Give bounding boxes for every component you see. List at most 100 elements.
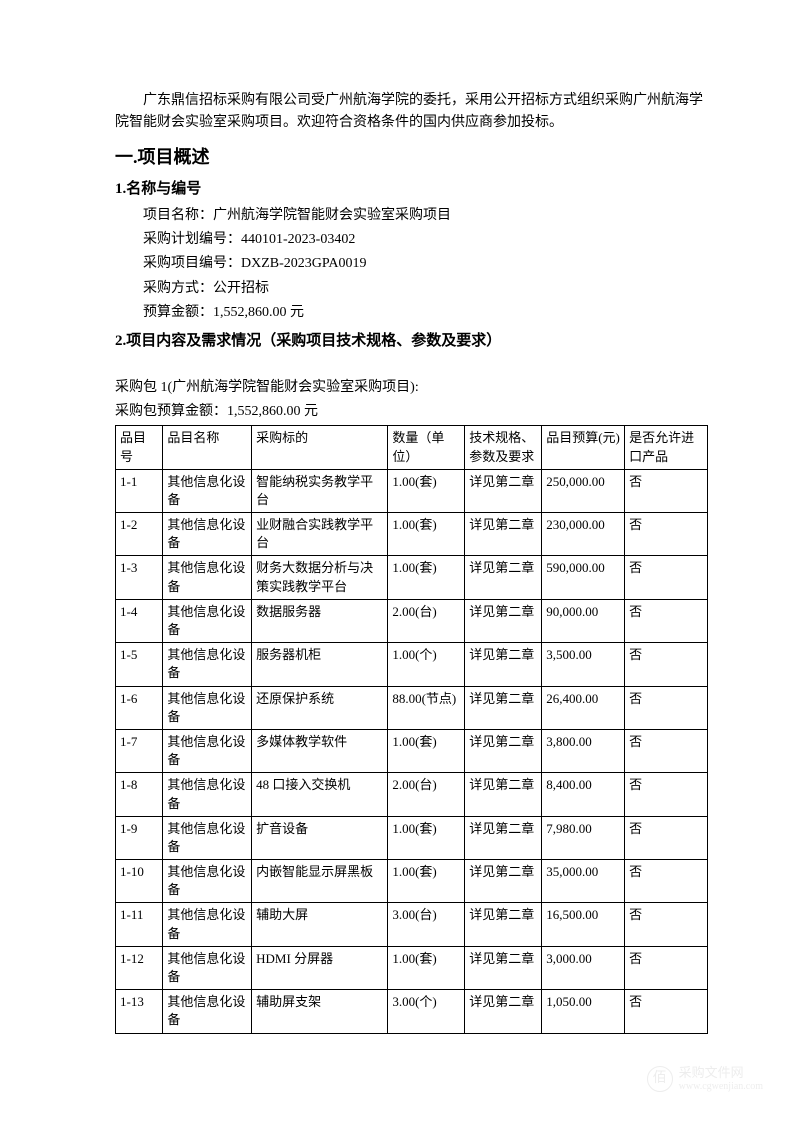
cell-spec: 详见第二章 — [465, 903, 542, 946]
cell-qty: 88.00(节点) — [388, 686, 465, 729]
cell-budget: 590,000.00 — [542, 556, 625, 599]
header-budget: 品目预算(元) — [542, 426, 625, 469]
cell-item: 财务大数据分析与决策实践教学平台 — [252, 556, 388, 599]
header-item-target: 采购标的 — [252, 426, 388, 469]
package-title: 采购包 1(广州航海学院智能财会实验室采购项目): — [115, 377, 708, 399]
cell-budget: 230,000.00 — [542, 513, 625, 556]
cell-no: 1-3 — [116, 556, 163, 599]
cell-budget: 3,500.00 — [542, 643, 625, 686]
section-overview-title: 一.项目概述 — [115, 143, 708, 172]
cell-spec: 详见第二章 — [465, 946, 542, 989]
cell-spec: 详见第二章 — [465, 773, 542, 816]
cell-budget: 3,000.00 — [542, 946, 625, 989]
cell-name: 其他信息化设备 — [163, 729, 252, 772]
cell-import: 否 — [625, 556, 708, 599]
cell-item: 还原保护系统 — [252, 686, 388, 729]
watermark-url: www.cgwenjian.com — [679, 1081, 763, 1092]
table-row: 1-10其他信息化设备内嵌智能显示屏黑板1.00(套)详见第二章35,000.0… — [116, 860, 708, 903]
cell-budget: 90,000.00 — [542, 599, 625, 642]
cell-qty: 1.00(套) — [388, 556, 465, 599]
cell-qty: 1.00(套) — [388, 860, 465, 903]
cell-no: 1-1 — [116, 469, 163, 512]
table-row: 1-6其他信息化设备还原保护系统88.00(节点)详见第二章26,400.00否 — [116, 686, 708, 729]
table-row: 1-2其他信息化设备业财融合实践教学平台1.00(套)详见第二章230,000.… — [116, 513, 708, 556]
cell-spec: 详见第二章 — [465, 729, 542, 772]
method-line: 采购方式：公开招标 — [115, 278, 708, 300]
cell-item: 数据服务器 — [252, 599, 388, 642]
budget-label: 预算金额： — [143, 305, 213, 320]
cell-budget: 26,400.00 — [542, 686, 625, 729]
project-code-line: 采购项目编号：DXZB-2023GPA0019 — [115, 253, 708, 275]
cell-no: 1-4 — [116, 599, 163, 642]
table-row: 1-8其他信息化设备48 口接入交换机2.00(台)详见第二章8,400.00否 — [116, 773, 708, 816]
header-item-name: 品目名称 — [163, 426, 252, 469]
watermark-icon: 佰 — [647, 1066, 673, 1092]
cell-import: 否 — [625, 469, 708, 512]
cell-spec: 详见第二章 — [465, 643, 542, 686]
cell-item: 服务器机柜 — [252, 643, 388, 686]
package-budget-value: 1,552,860.00 元 — [227, 404, 318, 419]
cell-item: 多媒体教学软件 — [252, 729, 388, 772]
cell-qty: 1.00(套) — [388, 513, 465, 556]
cell-import: 否 — [625, 729, 708, 772]
cell-no: 1-2 — [116, 513, 163, 556]
project-code-label: 采购项目编号： — [143, 256, 241, 271]
cell-item: 智能纳税实务教学平台 — [252, 469, 388, 512]
budget-line: 预算金额：1,552,860.00 元 — [115, 302, 708, 324]
cell-budget: 3,800.00 — [542, 729, 625, 772]
cell-no: 1-12 — [116, 946, 163, 989]
method-value: 公开招标 — [213, 281, 269, 296]
table-row: 1-4其他信息化设备数据服务器2.00(台)详见第二章90,000.00否 — [116, 599, 708, 642]
cell-name: 其他信息化设备 — [163, 773, 252, 816]
project-name-label: 项目名称： — [143, 208, 213, 223]
cell-no: 1-9 — [116, 816, 163, 859]
table-row: 1-3其他信息化设备财务大数据分析与决策实践教学平台1.00(套)详见第二章59… — [116, 556, 708, 599]
cell-qty: 3.00(台) — [388, 903, 465, 946]
cell-spec: 详见第二章 — [465, 686, 542, 729]
cell-spec: 详见第二章 — [465, 860, 542, 903]
project-name-line: 项目名称：广州航海学院智能财会实验室采购项目 — [115, 205, 708, 227]
table-row: 1-9其他信息化设备扩音设备1.00(套)详见第二章7,980.00否 — [116, 816, 708, 859]
package-budget-line: 采购包预算金额：1,552,860.00 元 — [115, 401, 708, 423]
cell-name: 其他信息化设备 — [163, 990, 252, 1033]
cell-qty: 1.00(套) — [388, 946, 465, 989]
header-quantity: 数量（单位） — [388, 426, 465, 469]
plan-code-value: 440101-2023-03402 — [241, 232, 355, 247]
cell-qty: 1.00(套) — [388, 729, 465, 772]
table-header-row: 品目号 品目名称 采购标的 数量（单位） 技术规格、参数及要求 品目预算(元) … — [116, 426, 708, 469]
cell-name: 其他信息化设备 — [163, 599, 252, 642]
cell-item: 辅助屏支架 — [252, 990, 388, 1033]
cell-item: 扩音设备 — [252, 816, 388, 859]
cell-budget: 8,400.00 — [542, 773, 625, 816]
cell-qty: 2.00(台) — [388, 599, 465, 642]
cell-spec: 详见第二章 — [465, 556, 542, 599]
cell-qty: 1.00(套) — [388, 816, 465, 859]
cell-spec: 详见第二章 — [465, 990, 542, 1033]
cell-qty: 1.00(套) — [388, 469, 465, 512]
cell-spec: 详见第二章 — [465, 599, 542, 642]
plan-code-line: 采购计划编号：440101-2023-03402 — [115, 229, 708, 251]
cell-item: 辅助大屏 — [252, 903, 388, 946]
cell-no: 1-8 — [116, 773, 163, 816]
table-row: 1-5其他信息化设备服务器机柜1.00(个)详见第二章3,500.00否 — [116, 643, 708, 686]
cell-spec: 详见第二章 — [465, 469, 542, 512]
cell-name: 其他信息化设备 — [163, 816, 252, 859]
cell-spec: 详见第二章 — [465, 513, 542, 556]
table-row: 1-11其他信息化设备辅助大屏3.00(台)详见第二章16,500.00否 — [116, 903, 708, 946]
cell-budget: 35,000.00 — [542, 860, 625, 903]
cell-budget: 7,980.00 — [542, 816, 625, 859]
cell-budget: 16,500.00 — [542, 903, 625, 946]
cell-name: 其他信息化设备 — [163, 513, 252, 556]
cell-name: 其他信息化设备 — [163, 686, 252, 729]
cell-import: 否 — [625, 643, 708, 686]
cell-item: 业财融合实践教学平台 — [252, 513, 388, 556]
table-row: 1-12其他信息化设备HDMI 分屏器1.00(套)详见第二章3,000.00否 — [116, 946, 708, 989]
watermark-text-block: 采购文件网 www.cgwenjian.com — [679, 1066, 763, 1091]
header-import: 是否允许进口产品 — [625, 426, 708, 469]
header-spec: 技术规格、参数及要求 — [465, 426, 542, 469]
project-name-value: 广州航海学院智能财会实验室采购项目 — [213, 208, 451, 223]
intro-paragraph: 广东鼎信招标采购有限公司受广州航海学院的委托，采用公开招标方式组织采购广州航海学… — [115, 90, 708, 135]
cell-import: 否 — [625, 686, 708, 729]
cell-name: 其他信息化设备 — [163, 903, 252, 946]
cell-import: 否 — [625, 773, 708, 816]
